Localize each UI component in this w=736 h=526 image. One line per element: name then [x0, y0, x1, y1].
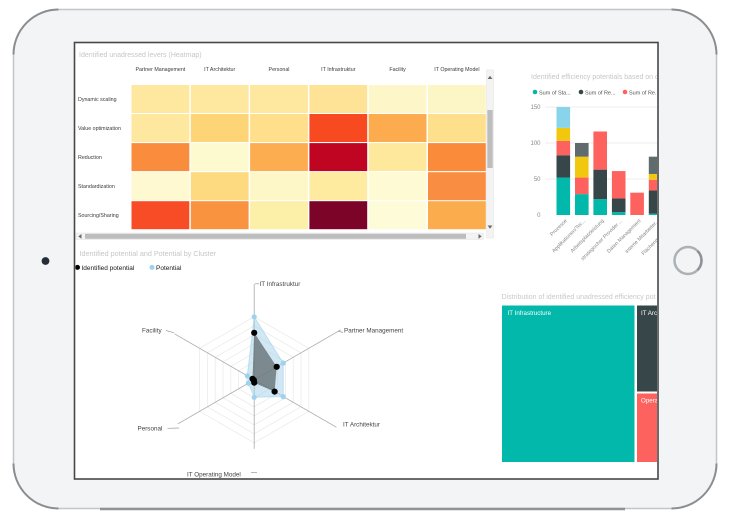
svg-text:50: 50: [534, 177, 541, 183]
svg-text:IT Architektur: IT Architektur: [343, 422, 380, 429]
svg-text:Operating Model: Operating Model: [641, 398, 687, 405]
svg-text:Partner Management: Partner Management: [344, 328, 403, 335]
svg-text:IT Infrastruktur: IT Infrastruktur: [260, 281, 301, 288]
svg-text:IT Operating Model: IT Operating Model: [187, 472, 241, 479]
svg-text:IT Operating Model: IT Operating Model: [434, 67, 479, 73]
svg-text:Identified efficiency potentia: Identified efficiency potentials based o…: [531, 74, 669, 81]
svg-text:Personal: Personal: [138, 425, 163, 432]
svg-text:100: 100: [530, 141, 541, 147]
svg-text:IT Architektur: IT Architektur: [204, 67, 235, 73]
svg-text:IT Infrastructure: IT Infrastructure: [508, 310, 552, 317]
svg-text:IT Infrastruktur: IT Infrastruktur: [321, 67, 356, 73]
svg-text:Value optimization: Value optimization: [78, 126, 121, 132]
svg-text:Sum of Re...: Sum of Re...: [585, 90, 616, 96]
svg-text:Partner Management: Partner Management: [136, 67, 186, 73]
svg-text:Personal: Personal: [269, 67, 290, 73]
svg-text:Facility: Facility: [142, 328, 162, 335]
svg-text:IT Architektur: IT Architektur: [641, 310, 677, 317]
svg-text:150: 150: [530, 105, 541, 111]
svg-text:Facility: Facility: [389, 67, 406, 73]
svg-text:Sourcing/Sharing: Sourcing/Sharing: [78, 213, 119, 219]
svg-text:Potential: Potential: [156, 265, 182, 272]
svg-text:Identified unadressed levers (: Identified unadressed levers (Heatmap): [79, 52, 202, 59]
svg-text:0: 0: [537, 213, 541, 219]
svg-text:Sum of Re...: Sum of Re...: [629, 90, 660, 96]
svg-text:Distribution of identified una: Distribution of identified unadressed ef…: [502, 294, 656, 301]
svg-text:Sum of Sta...: Sum of Sta...: [539, 90, 571, 96]
svg-text:Dynamic scaling: Dynamic scaling: [78, 97, 117, 103]
svg-text:Standardization: Standardization: [78, 184, 115, 190]
svg-text:Identified potential and Poten: Identified potential and Potential by Cl…: [80, 249, 217, 258]
svg-text:Reduction: Reduction: [78, 155, 102, 161]
svg-text:Identified potential: Identified potential: [82, 265, 135, 272]
